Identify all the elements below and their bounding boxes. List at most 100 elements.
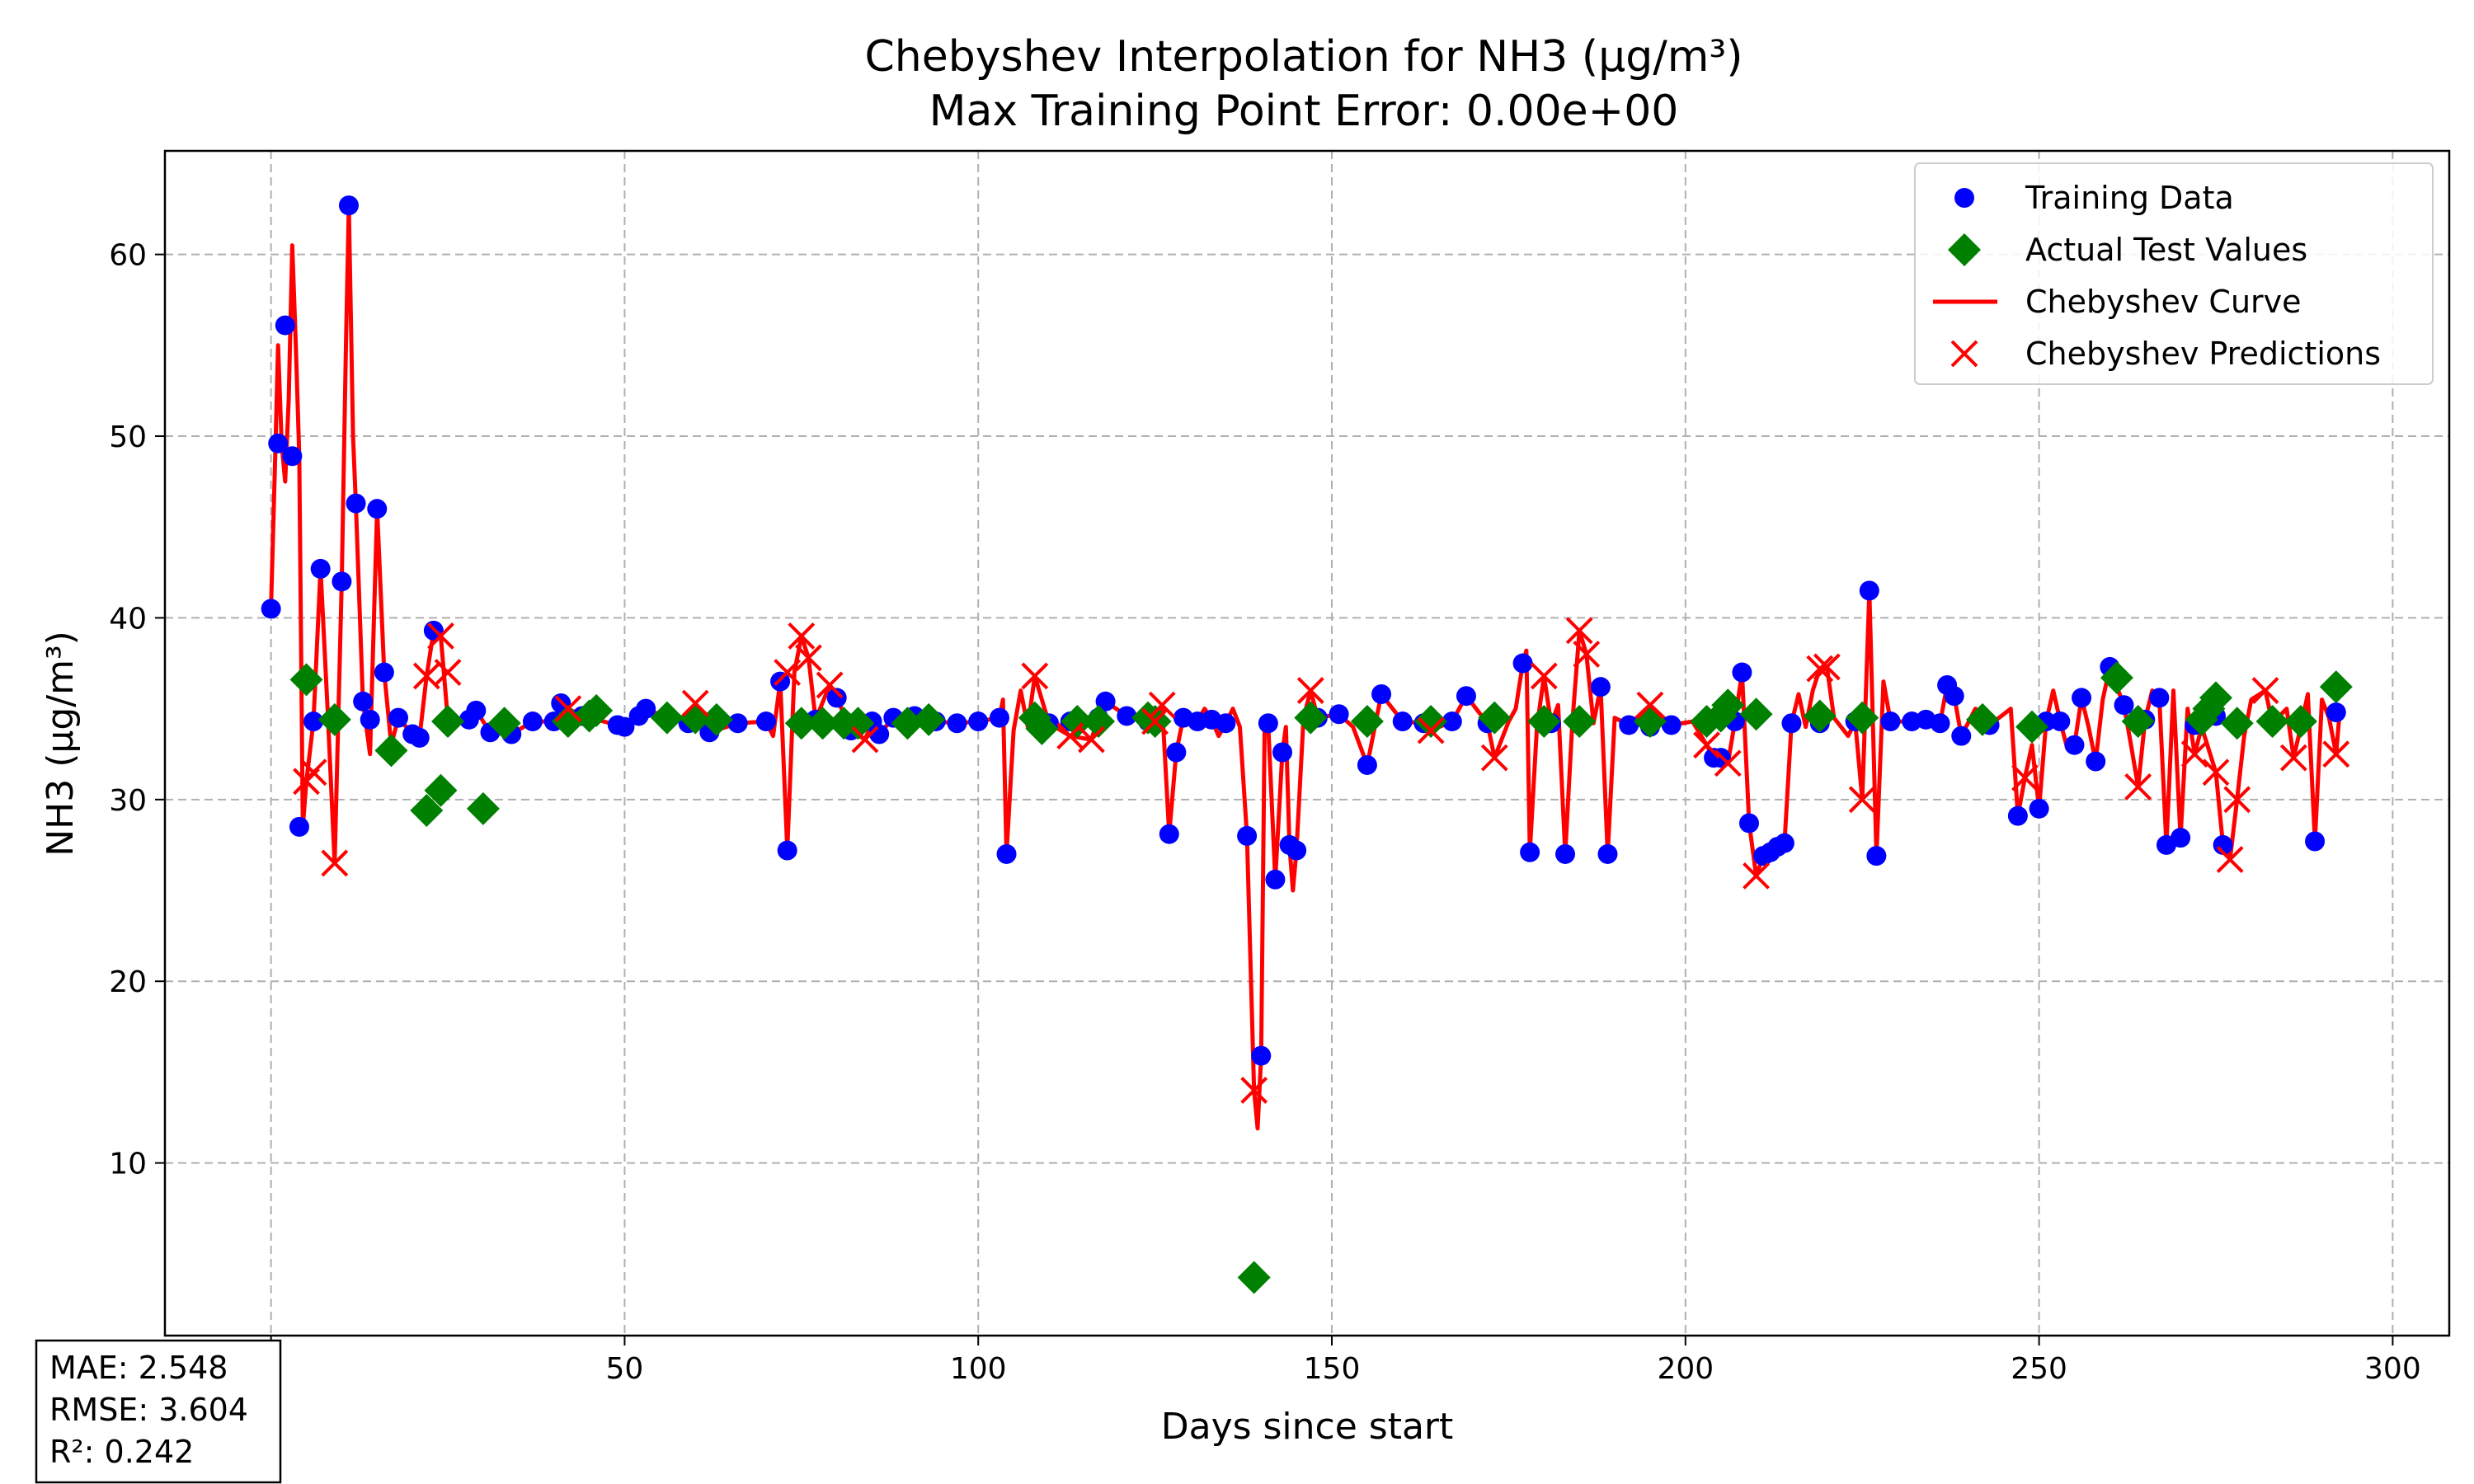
training-data-point [2029, 798, 2049, 819]
training-data-point [2213, 834, 2233, 855]
training-data-point [2064, 735, 2085, 755]
training-data-point [755, 711, 776, 732]
training-data-point [303, 711, 324, 732]
plot-series [261, 195, 2353, 1294]
y-tick-label: 10 [109, 1148, 147, 1181]
training-data-point [2086, 751, 2106, 772]
training-data-point [388, 707, 409, 728]
actual-test-value-point [1739, 697, 1773, 731]
training-data-point [1357, 754, 1377, 775]
actual-test-value-point [1965, 702, 1999, 736]
training-data-point [1520, 842, 1540, 862]
training-data-point [289, 816, 309, 837]
actual-test-value-point [1082, 705, 1116, 739]
chebyshev-prediction-point [851, 726, 879, 754]
training-data-point [353, 691, 374, 711]
actual-test-value-point [1025, 711, 1059, 745]
training-data-point [310, 558, 331, 579]
actual-test-value-point [1527, 705, 1561, 739]
chebyshev-prediction-point [1480, 744, 1508, 772]
chebyshev-prediction-point [1021, 662, 1049, 690]
actual-test-value-point [2121, 705, 2155, 739]
y-tick-label: 20 [109, 965, 147, 999]
actual-test-value-point [431, 705, 465, 739]
chebyshev-prediction-point [1296, 677, 1324, 704]
legend-swatch-diamond [1948, 233, 1981, 266]
training-data-point [275, 315, 295, 336]
chebyshev-prediction-point [788, 622, 816, 650]
chebyshev-prediction-point [427, 622, 454, 650]
metric-mae: MAE: 2.548 [49, 1350, 228, 1386]
training-data-point [996, 843, 1017, 864]
training-data-point [367, 499, 388, 519]
training-data-point [1512, 653, 1533, 674]
legend-label: Chebyshev Predictions [2025, 336, 2381, 372]
x-axis-label: Days since start [1161, 1406, 1454, 1448]
training-data-point [1159, 824, 1179, 844]
x-tick-label: 250 [2011, 1352, 2067, 1386]
training-data-point [1456, 686, 1476, 707]
training-data-point [522, 711, 543, 732]
training-data-point [2171, 828, 2191, 848]
training-data-point [2050, 711, 2071, 732]
x-tick-label: 300 [2364, 1352, 2421, 1386]
training-data-point [1738, 813, 1759, 834]
training-data-point [1117, 706, 1137, 726]
training-data-point [2305, 831, 2326, 852]
training-data-point [1774, 833, 1794, 853]
chebyshev-prediction-point [1636, 691, 1664, 719]
training-data-point [1781, 713, 1802, 734]
chebyshev-prediction-point [1141, 707, 1169, 735]
actual-test-value-point [912, 702, 946, 736]
chebyshev-prediction-point [2180, 740, 2208, 768]
training-data-point [346, 493, 366, 514]
actual-test-value-point [424, 773, 458, 807]
chebyshev-prediction-point [681, 689, 709, 717]
training-data-point [1329, 704, 1349, 725]
training-data-point [409, 727, 430, 748]
training-data-point [1859, 580, 1879, 601]
grid-lines [165, 151, 2449, 1336]
actual-test-value-point [2015, 710, 2049, 744]
x-tick-label: 50 [606, 1352, 644, 1386]
chart-title: Chebyshev Interpolation for NH3 (µg/m³) [864, 32, 1743, 82]
actual-test-value-point [784, 707, 818, 740]
actual-test-value-point [1414, 705, 1448, 739]
plot-frame [163, 149, 2451, 1337]
training-data-point [1442, 711, 1462, 732]
chebyshev-prediction-point [1078, 726, 1105, 754]
actual-test-value-point [1237, 1261, 1271, 1294]
chebyshev-prediction-point [1714, 749, 1742, 777]
chebyshev-prediction-point [1056, 722, 1084, 750]
actual-test-value-point [2220, 707, 2254, 740]
chebyshev-prediction-point [2223, 786, 2251, 814]
actual-test-value-point [699, 702, 733, 736]
x-tick-label: 150 [1304, 1352, 1361, 1386]
chebyshev-prediction-point [774, 659, 802, 686]
chebyshev-prediction-point [2279, 744, 2307, 772]
y-tick-label: 30 [109, 784, 147, 818]
actual-test-value-point [1846, 701, 1879, 735]
training-data-point [1251, 1045, 1272, 1066]
actual-test-value-point [1563, 705, 1597, 739]
training-data-point [1951, 726, 1972, 746]
training-data-point [1866, 846, 1887, 866]
chebyshev-prediction-point [554, 695, 582, 723]
chebyshev-prediction-point [1240, 1077, 1268, 1104]
metrics-box: MAE: 2.548 RMSE: 3.604 R²: 0.242 [35, 1339, 282, 1484]
x-tick-label: 200 [1657, 1352, 1714, 1386]
training-data-point [332, 571, 352, 592]
chebyshev-prediction-point [2251, 677, 2279, 704]
training-data-point [282, 446, 303, 467]
training-data-point [968, 711, 989, 732]
chebyshev-prediction-point [2322, 740, 2350, 768]
actual-test-value-point [487, 707, 521, 740]
actual-test-value-point [841, 707, 875, 740]
actual-test-value-point [1711, 688, 1745, 722]
actual-test-value-point [2199, 681, 2232, 715]
actual-test-value-point [466, 791, 500, 825]
training-data-point [1237, 825, 1258, 846]
y-tick-label: 60 [109, 239, 147, 273]
